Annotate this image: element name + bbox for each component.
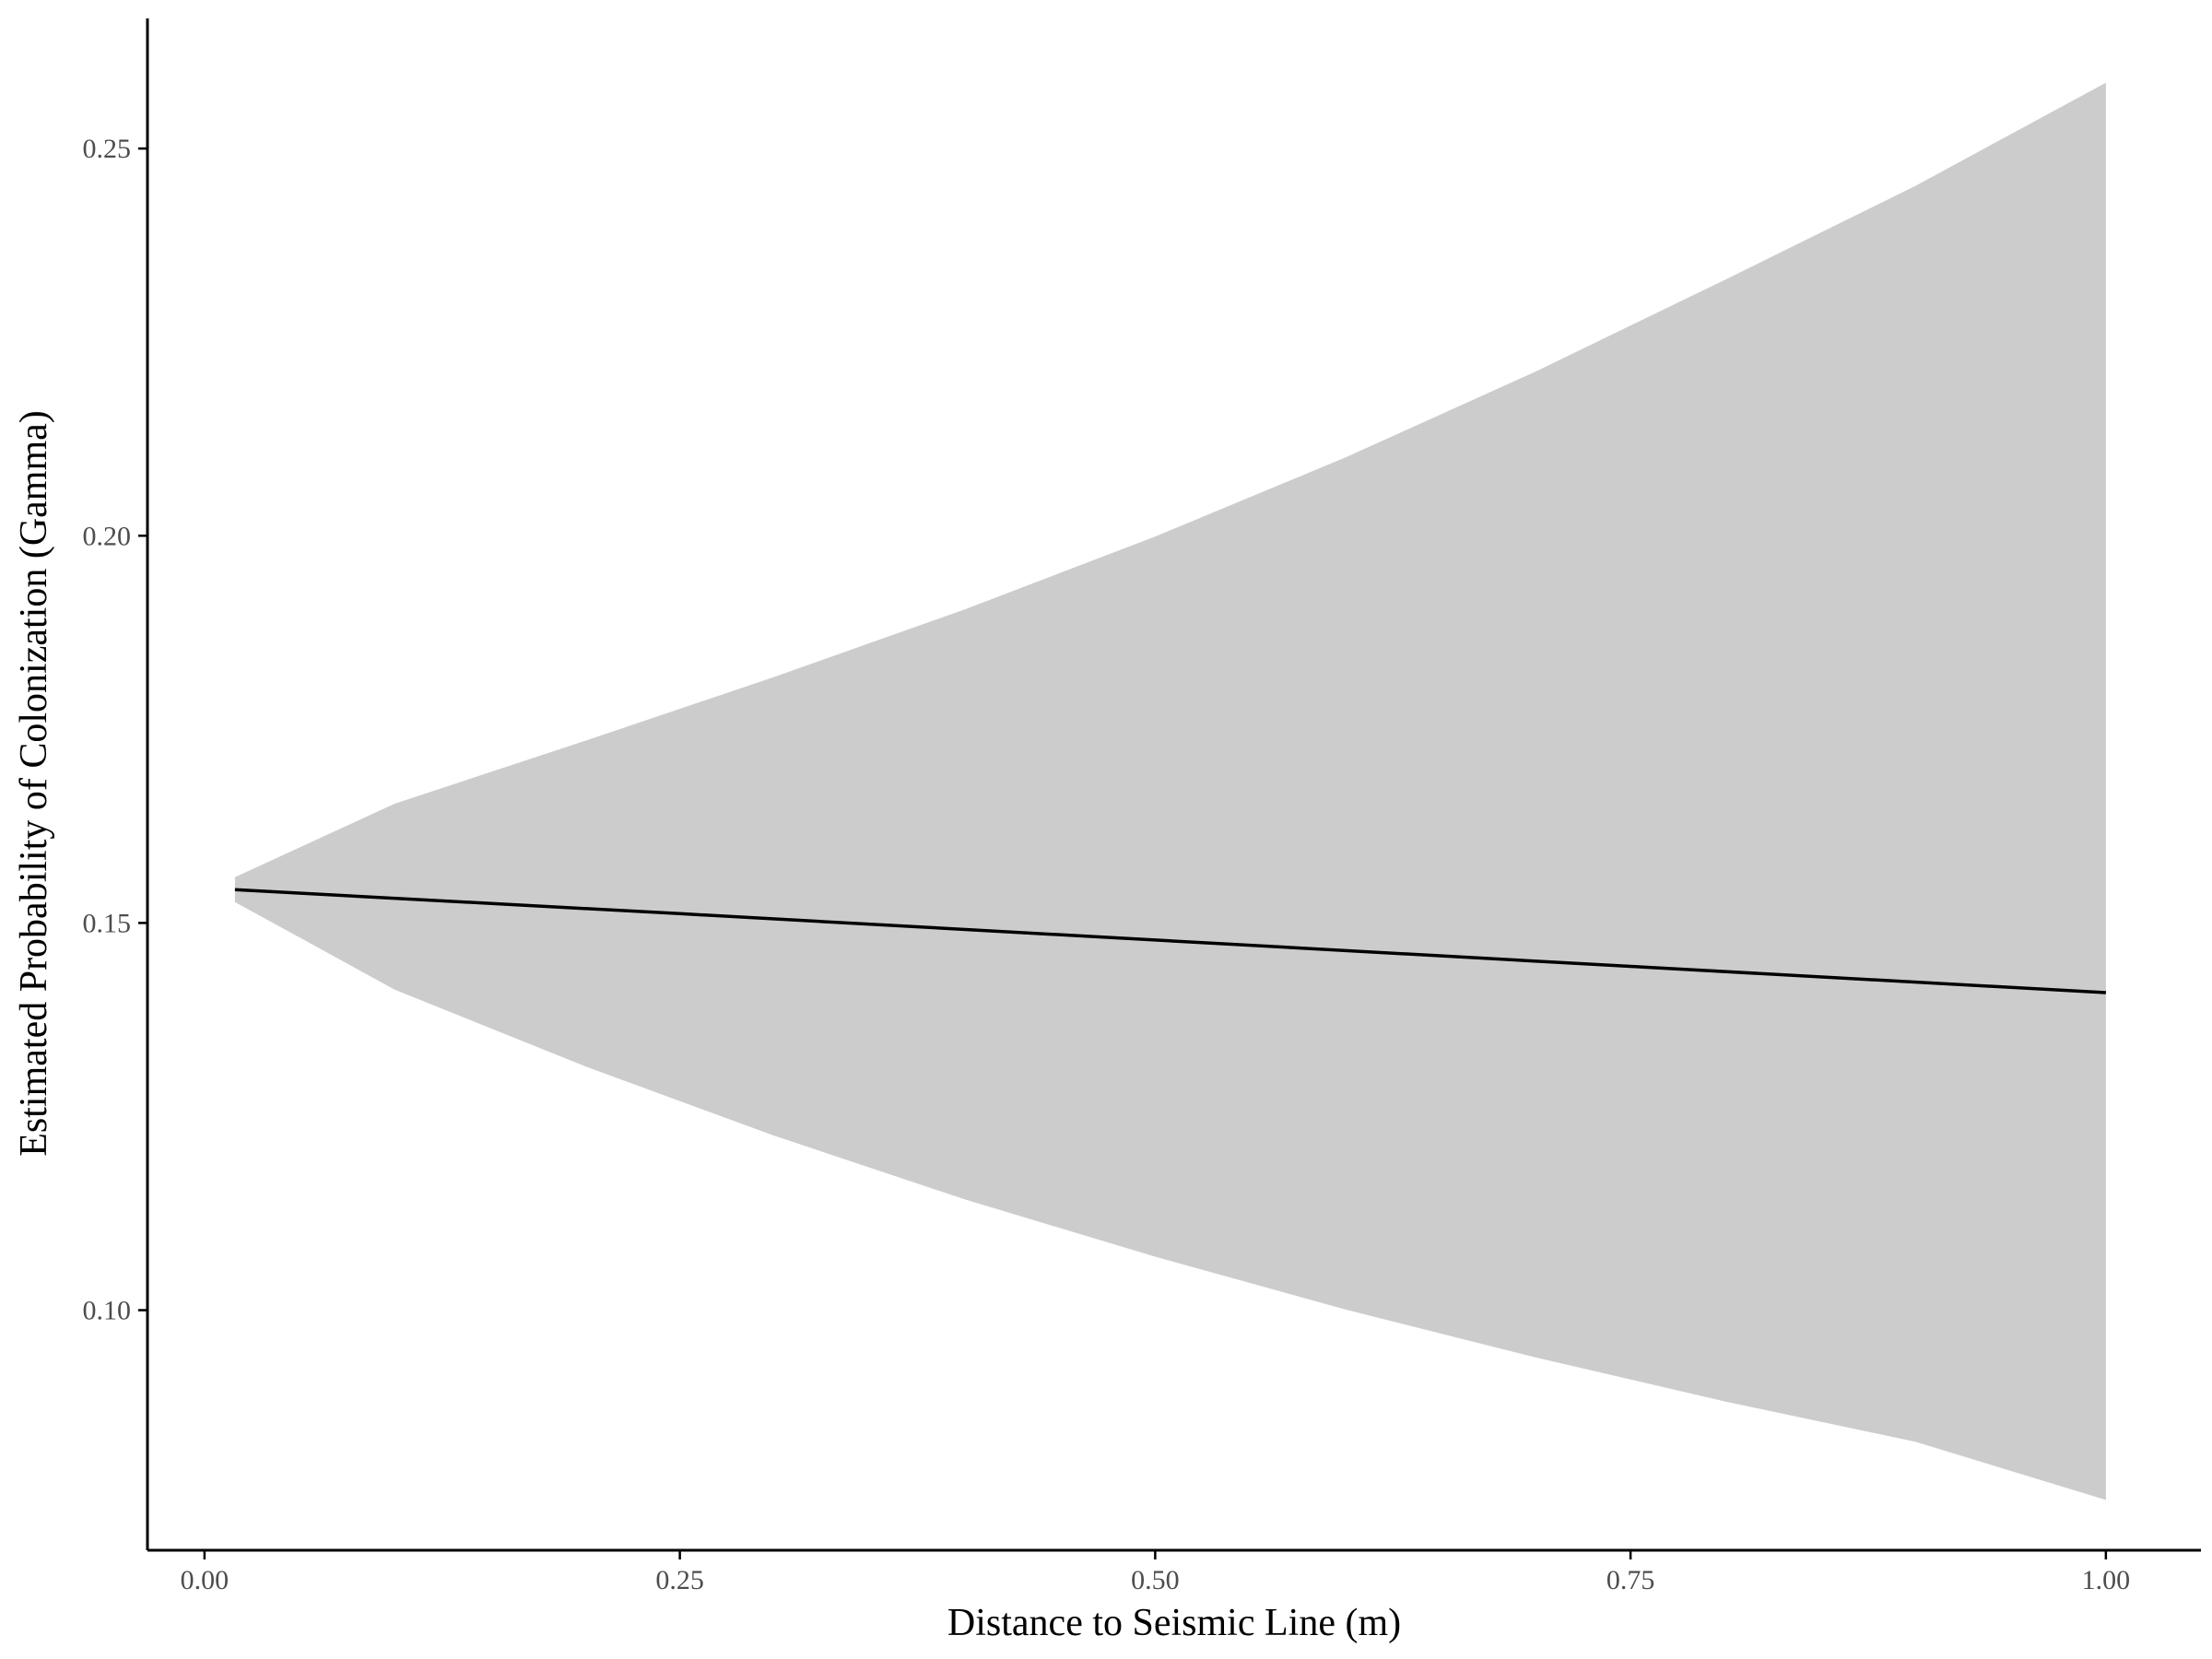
confidence-ribbon-layer	[234, 82, 2106, 1500]
tick-layer: 0.00 0.25 0.50 0.75 1.00 0.10 0.15 0.20 0.25	[83, 134, 2131, 1595]
x-tick-label: 0.50	[1131, 1565, 1180, 1595]
x-tick-label: 0.25	[655, 1565, 704, 1595]
x-tick-label: 1.00	[2082, 1565, 2131, 1595]
x-tick-label: 0.00	[181, 1565, 229, 1595]
axes	[146, 18, 2201, 1552]
y-tick-label: 0.25	[83, 134, 132, 164]
y-axis-title: Estimated Probability of Colonization (G…	[13, 410, 55, 1157]
y-tick-label: 0.20	[83, 521, 132, 551]
y-tick-label: 0.10	[83, 1296, 132, 1326]
x-axis-title: Distance to Seismic Line (m)	[947, 1602, 1401, 1644]
fit-line-layer	[234, 888, 2106, 994]
confidence-ribbon	[234, 82, 2106, 1500]
y-tick-label: 0.15	[83, 908, 132, 938]
fit-line	[234, 888, 2106, 994]
x-tick-label: 0.75	[1606, 1565, 1655, 1595]
